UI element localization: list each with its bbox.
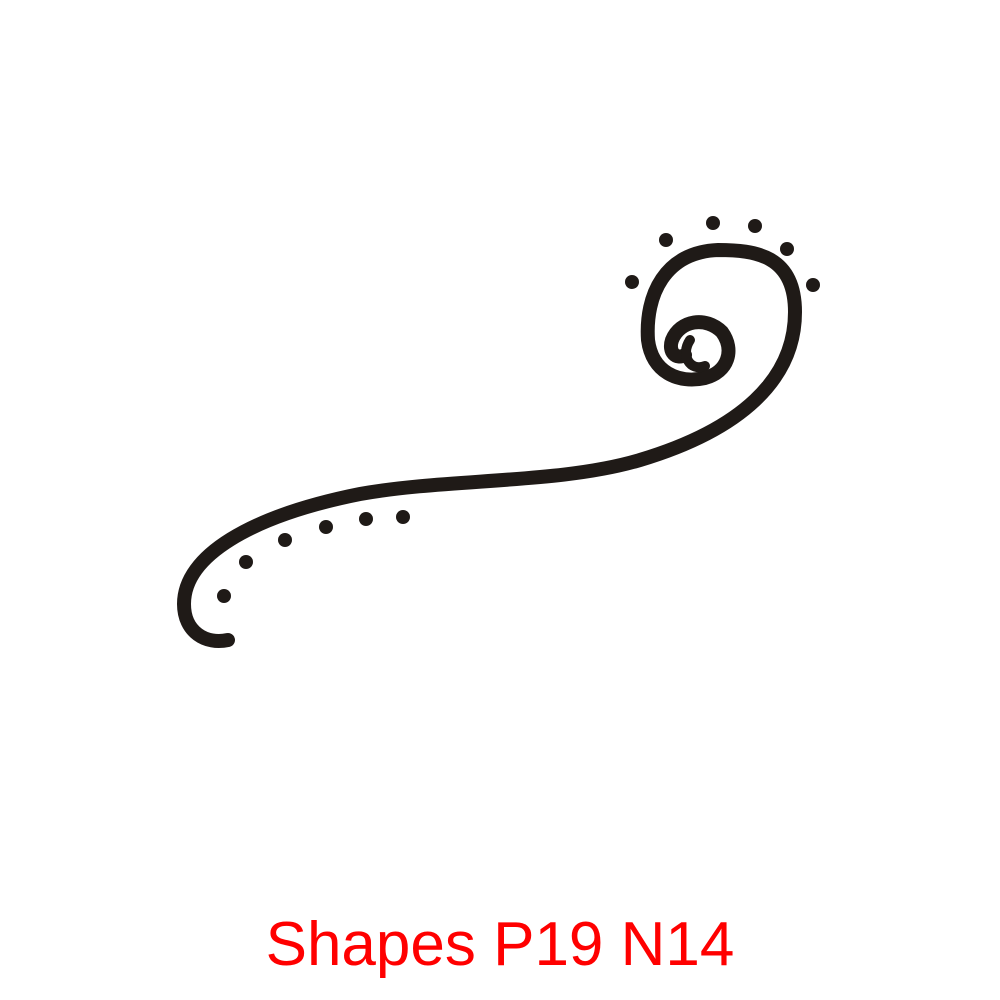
dot [396,510,410,524]
dot [278,533,292,547]
shape-caption: Shapes P19 N14 [265,910,735,979]
dot [806,278,820,292]
dot-row-top [625,216,820,292]
dot-row-bottom [217,510,410,603]
flourish-main-curve [177,243,802,648]
dot [319,520,333,534]
dot [706,216,720,230]
dot [217,589,231,603]
inner-curl-stroke [681,335,710,373]
dot [359,512,373,526]
swirl-flourish-icon [177,216,820,648]
dot [780,242,794,256]
dot [659,233,673,247]
dot [625,275,639,289]
swirl-stroke [177,243,802,648]
dot [239,555,253,569]
dot [748,219,762,233]
